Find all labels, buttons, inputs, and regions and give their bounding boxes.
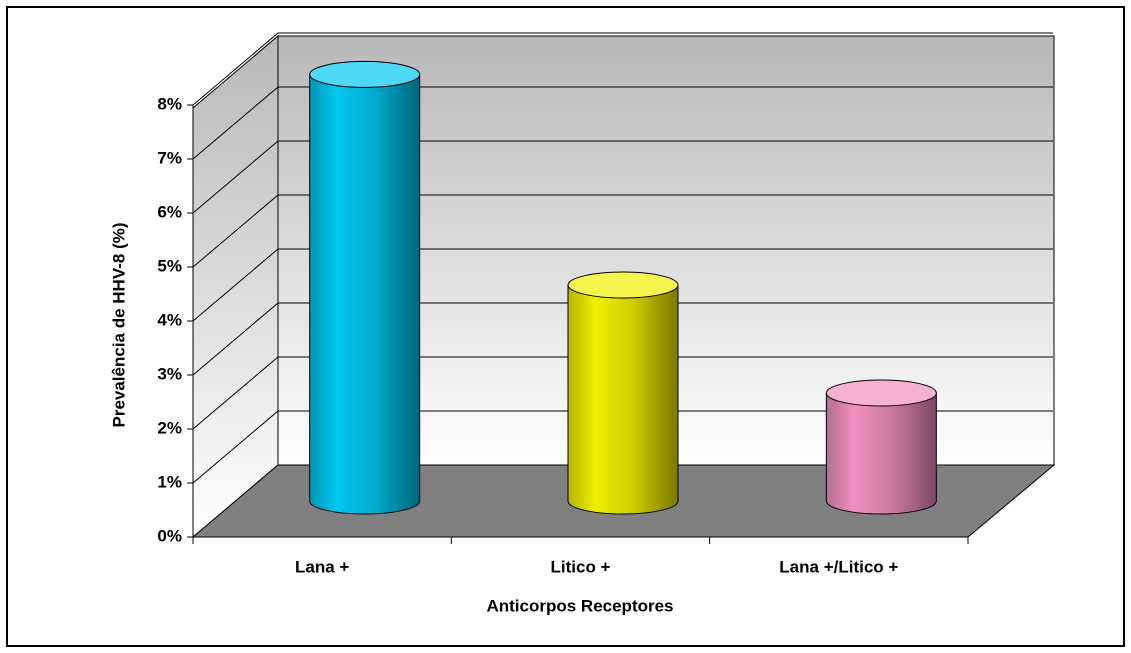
y-tick-label: 2% xyxy=(157,418,182,437)
y-tick-label: 7% xyxy=(157,148,182,167)
bar-top xyxy=(309,60,421,88)
y-axis-title: Prevalência de HHV-8 (%) xyxy=(109,222,128,427)
bar-top xyxy=(825,379,937,407)
y-tick-label: 0% xyxy=(157,526,182,545)
y-tick-label: 5% xyxy=(157,256,182,275)
x-axis-title: Anticorpos Receptores xyxy=(486,596,673,615)
y-tick-label: 4% xyxy=(157,310,182,329)
bar xyxy=(567,284,679,515)
x-tick-label: Litico + xyxy=(551,557,611,576)
grid-line xyxy=(192,248,279,322)
bar-top xyxy=(567,271,679,299)
grid-line xyxy=(192,410,279,484)
grid-line xyxy=(192,140,279,214)
bar xyxy=(309,73,421,515)
y-tick-label: 1% xyxy=(157,472,182,491)
grid-line xyxy=(192,194,279,268)
bar xyxy=(825,392,937,515)
x-tick-label: Lana +/Litico + xyxy=(779,557,898,576)
grid-line xyxy=(192,302,279,376)
y-tick-label: 3% xyxy=(157,364,182,383)
side-wall xyxy=(192,34,279,539)
x-tick-label: Lana + xyxy=(295,557,349,576)
grid-line xyxy=(192,356,279,430)
y-tick-label: 6% xyxy=(157,202,182,221)
grid-line xyxy=(192,32,279,106)
y-tick-label: 8% xyxy=(157,94,182,113)
grid-line xyxy=(192,86,279,160)
